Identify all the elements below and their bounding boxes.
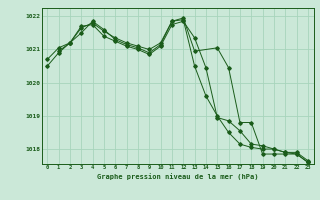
X-axis label: Graphe pression niveau de la mer (hPa): Graphe pression niveau de la mer (hPa) — [97, 173, 258, 180]
